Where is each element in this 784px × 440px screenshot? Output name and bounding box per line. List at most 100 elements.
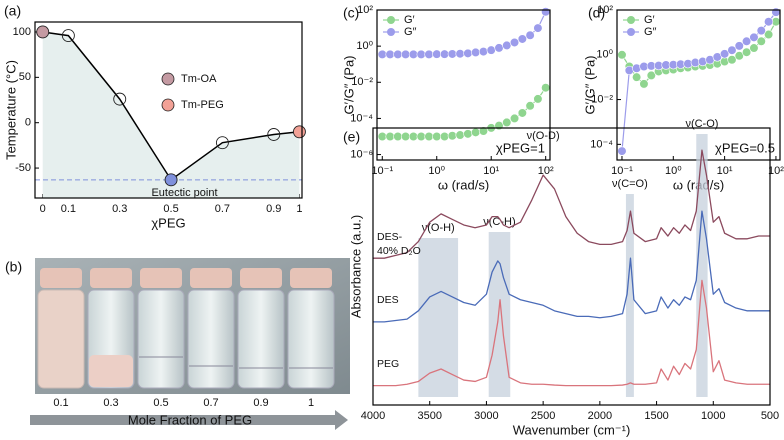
y-tick-label: 10⁻⁴ [590,138,613,150]
plot-area [372,127,771,406]
marker [61,29,75,43]
marker [393,131,403,142]
marker [377,131,387,142]
marker [502,117,512,128]
marker [432,131,442,142]
band [418,238,459,397]
legend-marker [161,72,175,86]
plot-area [34,21,303,199]
legend-marker [387,16,395,24]
marker [164,173,178,187]
y-tick-label: -50 [15,162,31,174]
arrow [30,410,348,430]
x-tick-label: 10² [768,165,784,177]
x-tick-label: 10¹ [717,165,733,177]
marker [385,131,395,142]
x-tick-label: 2000 [588,410,612,422]
marker [215,136,229,150]
photo-label: 1 [308,397,314,409]
marker [764,17,774,27]
marker [533,94,543,104]
panel-label: (d) [588,5,605,21]
x-tick-label: 0.1 [61,203,76,215]
marker [447,131,457,141]
legend-label: G″ [644,26,657,38]
marker [749,43,759,53]
band-label: ν(O-H) [422,222,455,234]
marker [478,46,489,57]
marker [424,49,434,59]
y-tick-label: 10⁰ [356,40,373,52]
marker [400,131,411,142]
x-tick-label: 3000 [474,410,498,422]
marker [463,48,473,58]
marker [756,36,766,46]
marker [432,49,442,59]
band [696,134,708,397]
marker [646,70,656,81]
band [625,194,634,397]
x-tick-label: 0.7 [215,203,230,215]
annotation: ν(O-D) [527,130,560,142]
reference-label: Eutectic point [151,187,217,199]
series-label: DES [377,294,399,306]
legend-marker [387,28,395,36]
legend-label: Tm-PEG [181,99,224,111]
x-tick-label: 3500 [417,410,441,422]
marker [541,7,551,17]
annotation: χPEG=0.5 [715,140,775,155]
marker [439,49,450,59]
legend-marker [161,98,175,112]
legend-marker [627,16,635,24]
x-tick-label: 1 [296,203,302,215]
marker [617,146,627,156]
marker [408,131,419,142]
marker [756,26,766,36]
x-tick-label: 0.3 [112,203,127,215]
marker [393,49,403,59]
vials [37,268,335,389]
marker [424,131,434,142]
marker [502,40,512,50]
marker [471,127,481,137]
marker [509,113,520,124]
marker [741,36,752,46]
marker [639,79,649,89]
y-tick-label: 10² [597,4,613,16]
plot-area [376,9,551,161]
marker [494,121,504,131]
x-tick-label: 500 [761,410,779,422]
x-tick-label: 10⁰ [665,165,682,177]
chart: 0 0.1 0.3 0.5 0.7 0.9 1 -50 0 50 100 χPEG Temperatur… [3,3,306,230]
marker [771,7,781,17]
y-tick-label: 10⁻⁶ [350,148,373,160]
photo-label: 0.1 [53,397,68,409]
x-axis-label: Wavenumber (cm⁻¹) [513,422,631,437]
marker [113,92,127,106]
series-label-line: 40% D₂O [377,245,421,257]
y-axis-label: G′/G″ (Pa) [341,55,356,114]
panel-label: (a) [4,3,21,19]
legend-marker [627,28,635,36]
marker [525,30,535,40]
series-label: PEG [377,358,399,370]
y-axis-label: Temperature (°C) [3,60,18,160]
y-axis-label: G′/G″ (Pa) [582,55,597,114]
series-label-line: DES- [377,231,403,243]
y-tick-label: 10⁻² [351,76,373,88]
panel-label: (c) [343,5,359,21]
marker [734,41,744,51]
x-tick-label: 10⁻¹ [371,165,393,177]
marker [463,129,473,139]
marker [517,34,527,44]
photo-label: 0.9 [253,397,268,409]
marker [478,126,489,136]
marker [385,49,395,59]
x-tick-label: 1000 [701,410,725,422]
marker [632,72,642,82]
x-tick-label: 10¹ [483,165,499,177]
band [488,232,511,397]
marker [267,128,281,141]
marker [494,43,504,53]
